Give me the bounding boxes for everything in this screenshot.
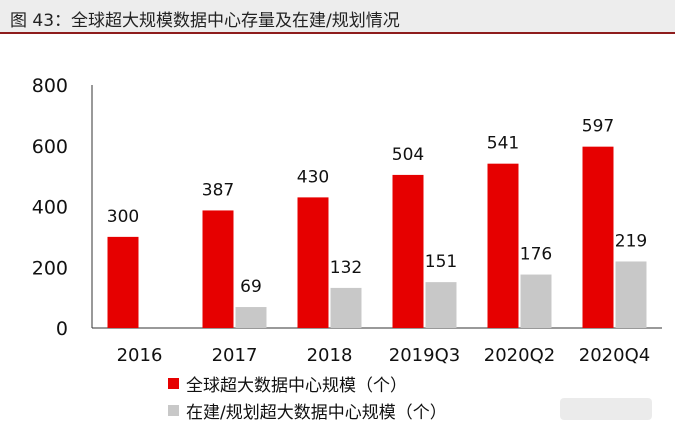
data-label-planned: 69: [240, 277, 262, 297]
legend-swatch-existing: [168, 378, 179, 389]
data-label-existing: 597: [582, 117, 614, 137]
bar-planned: [235, 307, 267, 328]
data-label-existing: 504: [392, 145, 424, 165]
data-label-existing: 541: [487, 134, 519, 154]
legend-item-planned: 在建/规划超大数据中心规模（个）: [168, 397, 447, 424]
y-tick-label: 400: [32, 197, 68, 219]
bar-existing: [107, 236, 139, 328]
bar-existing: [202, 210, 234, 328]
data-label-existing: 387: [202, 180, 234, 200]
y-tick-label: 200: [32, 257, 68, 279]
y-tick-label: 600: [32, 136, 68, 158]
y-tick-label: 0: [56, 318, 68, 340]
bar-planned: [520, 274, 552, 328]
bar-existing: [487, 163, 519, 328]
bar-existing: [582, 146, 614, 328]
data-label-planned: 176: [520, 245, 552, 265]
data-label-planned: 151: [425, 252, 457, 272]
x-category-label: 2016: [117, 345, 163, 366]
legend: 全球超大数据中心规模（个） 在建/规划超大数据中心规模（个）: [168, 370, 447, 424]
x-category-label: 2020Q2: [484, 345, 555, 366]
data-label-planned: 219: [615, 231, 647, 251]
figure-title-bar: 图 43：全球超大规模数据中心存量及在建/规划情况: [0, 0, 675, 34]
bar-existing: [297, 197, 329, 328]
y-tick-label: 800: [32, 75, 68, 97]
bar-planned: [615, 261, 647, 328]
x-category-label: 2018: [307, 345, 353, 366]
legend-swatch-planned: [168, 405, 179, 416]
legend-label-planned: 在建/规划超大数据中心规模（个）: [186, 403, 447, 423]
x-category-label: 2017: [212, 345, 258, 366]
bar-existing: [392, 174, 424, 328]
watermark: [560, 398, 652, 420]
x-category-label: 2020Q4: [579, 345, 650, 366]
figure-title: 图 43：全球超大规模数据中心存量及在建/规划情况: [10, 11, 400, 31]
legend-label-existing: 全球超大数据中心规模（个）: [186, 376, 407, 396]
data-label-existing: 430: [297, 167, 329, 187]
x-category-label: 2019Q3: [389, 345, 460, 366]
bar-planned: [425, 282, 457, 328]
bar-planned: [330, 287, 362, 328]
data-label-planned: 132: [330, 258, 362, 278]
legend-item-existing: 全球超大数据中心规模（个）: [168, 370, 447, 397]
data-label-existing: 300: [107, 207, 139, 227]
